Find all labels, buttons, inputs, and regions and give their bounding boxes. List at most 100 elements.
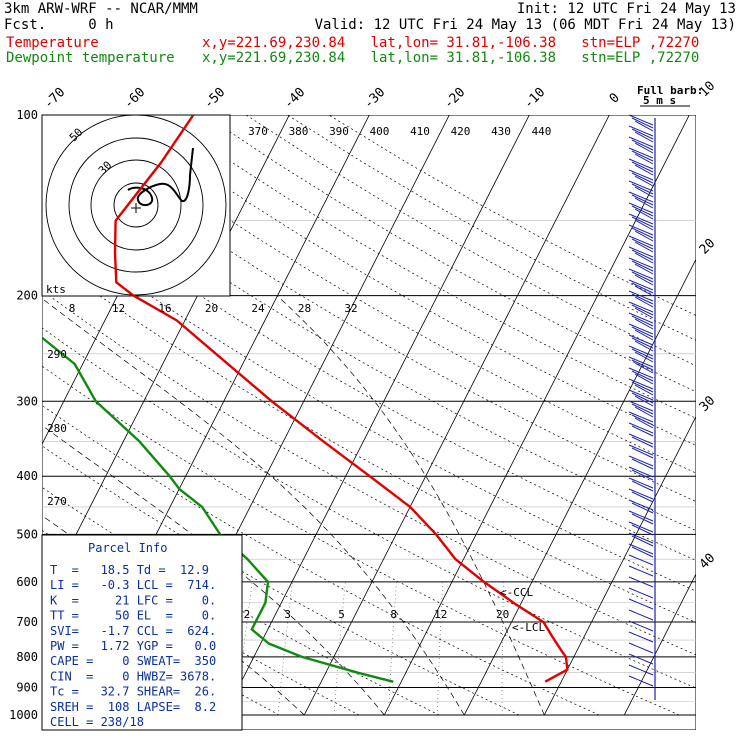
wind-barb-flag [631, 392, 654, 404]
wind-barb-flag [634, 384, 654, 396]
wind-barb-flag [628, 587, 654, 599]
wind-barb-flag [628, 257, 654, 269]
theta-label: 420 [451, 125, 471, 138]
parcel-info-row: CAPE = 0 SWEAT= 350 [50, 654, 216, 668]
lcl-label: <-LCL [512, 621, 545, 634]
hodograph-ring [45, 114, 227, 296]
hodograph-ring [113, 182, 159, 228]
hodograph-ring [90, 159, 182, 251]
hodograph-scale-label: 28 [298, 302, 311, 315]
wind-barb-flag [634, 373, 654, 385]
temperature-tick-label: -70 [41, 85, 68, 112]
wind-barb-flag [628, 642, 654, 654]
wind-barb-flag [631, 348, 654, 360]
wind-barb-flag [631, 458, 654, 470]
wind-barb-flag [631, 315, 654, 327]
wind-barb-flag [628, 653, 654, 665]
temperature-tick-label: -30 [361, 85, 388, 112]
temperature-tick-label: 0 [607, 90, 623, 106]
wind-barb-flag [628, 301, 654, 313]
wind-barb-flag [628, 554, 654, 566]
wind-barb-flag [628, 576, 654, 588]
wind-barb-flag [628, 466, 654, 478]
parcel-info-row: PW = 1.72 YGP = 0.0 [50, 639, 216, 653]
parcel-info-row: T = 18.5 Td = 12.9 [50, 563, 209, 577]
wind-barb-flag [628, 609, 654, 621]
dry-adiabat-line [204, 115, 696, 393]
isotherm-line [303, 115, 610, 716]
wind-barb-flag [631, 227, 654, 239]
isotherm-line [463, 258, 696, 716]
wind-barb-flag [628, 235, 654, 247]
valid-time: Valid: 12 UTC Fri 24 May 13 (06 MDT Fri … [314, 17, 736, 33]
theta-e-label: 280 [47, 422, 67, 435]
wind-barb-flag [628, 378, 654, 390]
wind-barb-flag [631, 370, 654, 382]
wind-barb-flag [628, 532, 654, 544]
wind-barb-flag [628, 114, 654, 126]
mixing-ratio-label: 8 [390, 608, 397, 621]
wind-barb-flag [631, 194, 654, 206]
wind-barb-flag [628, 268, 654, 280]
parcel-info-row: SVI= -1.7 CCL = 624. [50, 624, 216, 638]
hodograph-scale-label: 32 [344, 302, 357, 315]
isotherm-line [543, 415, 696, 716]
isotherm-line [223, 115, 530, 716]
wind-barb-flag [634, 186, 654, 198]
wind-barb-flag [628, 345, 654, 357]
wind-barb-flag [631, 271, 654, 283]
wind-barb-flag [628, 620, 654, 632]
wind-barb-flag [631, 293, 654, 305]
wind-barb-flag [631, 282, 654, 294]
mixing-ratio-label: 3 [284, 608, 291, 621]
wind-barb-flag [634, 252, 654, 264]
wind-barb-flag [634, 351, 654, 363]
wind-barb-flag [628, 631, 654, 643]
mixing-ratio-line [388, 581, 397, 716]
wind-barb-flag [628, 213, 654, 225]
model-title: 3km ARW-WRF -- NCAR/MMM [4, 1, 198, 17]
parcel-info-row: LI = -0.3 LCL = 714. [50, 578, 216, 592]
parcel-info-row: K = 21 LFC = 0. [50, 593, 216, 607]
ccl-label: <-CCL [500, 586, 533, 599]
temperature-tick-label: -60 [121, 85, 148, 112]
mixing-ratio-line [333, 581, 346, 716]
mixing-ratio-line [501, 581, 504, 715]
wind-barb-flag [634, 197, 654, 209]
temperature-tick-label: 40 [697, 551, 719, 573]
wind-barb-flag [634, 230, 654, 242]
wind-barb-flag [634, 175, 654, 187]
wind-barb-flag [634, 274, 654, 286]
parcel-info-title: Parcel Info [88, 541, 167, 555]
wind-barb-flag [631, 436, 654, 448]
dewpoint-legend-label: Dewpoint temperature [6, 50, 175, 66]
dry-adiabat-line [42, 327, 696, 689]
wind-legend-value: 5 m s [643, 94, 676, 107]
wind-barb-flag [628, 664, 654, 676]
wind-barb-flag [631, 172, 654, 184]
mixing-ratio-label: 2 [244, 608, 251, 621]
theta-label: 430 [491, 125, 511, 138]
wind-barb-flag [631, 249, 654, 261]
dewpoint-profile-line [42, 336, 394, 683]
hodograph-ring [68, 137, 204, 273]
wind-barb-flag [631, 205, 654, 217]
wind-barb-flag [628, 598, 654, 610]
wind-barb-flag [628, 202, 654, 214]
wind-barb-flag [628, 411, 654, 423]
wind-barb-flag [628, 125, 654, 137]
temperature-tick-label: 30 [697, 393, 719, 415]
wind-barb-flag [634, 208, 654, 220]
wind-barb-flag [628, 510, 654, 522]
wind-legend-title: Full barb: [637, 84, 703, 97]
temperature-tick-label: -20 [441, 85, 468, 112]
temperature-profile-line [113, 115, 569, 683]
wind-barb-flag [631, 304, 654, 316]
mixing-ratio-label: 5 [338, 608, 345, 621]
wind-barb-flag [628, 279, 654, 291]
wind-barb-flag [634, 417, 654, 429]
dewpoint-location-info: x,y=221.69,230.84 lat,lon= 31.81,-106.38… [202, 50, 700, 66]
wind-barb-flag [634, 120, 654, 132]
wind-barb-flag [631, 326, 654, 338]
wind-barb-flag [628, 356, 654, 368]
